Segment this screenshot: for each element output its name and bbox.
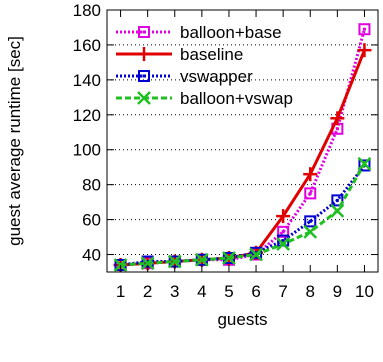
- data-point: [194, 252, 209, 267]
- data-point: [276, 209, 291, 224]
- x-tick-label: 10: [355, 282, 374, 301]
- legend-label: vswapper: [180, 67, 253, 86]
- marker-stroke: [194, 252, 209, 267]
- y-tick-label: 100: [73, 141, 101, 160]
- data-point: [304, 187, 317, 200]
- data-point: [303, 167, 318, 182]
- marker-stroke: [357, 156, 372, 171]
- legend: balloon+base baseline vswapper balloon+vswa…: [116, 23, 293, 108]
- x-tick-label: 3: [170, 282, 179, 301]
- marker-stroke: [167, 254, 182, 269]
- series-line: [120, 162, 366, 267]
- y-tick-label: 60: [82, 211, 101, 230]
- data-point: [303, 224, 318, 239]
- data-point: [331, 194, 344, 207]
- y-tick-label: 120: [73, 106, 101, 125]
- marker-square: [138, 70, 150, 82]
- data-point: [249, 247, 263, 262]
- y-tick-label: 80: [82, 176, 101, 195]
- data-point: [330, 111, 345, 126]
- marker-stroke: [330, 203, 345, 218]
- legend-label: balloon+base: [180, 23, 282, 42]
- marker-square: [304, 187, 317, 200]
- data-point: [357, 43, 372, 58]
- marker-dot: [335, 198, 339, 202]
- marker-dot: [362, 27, 366, 31]
- marker-dot: [335, 127, 339, 131]
- data-point: [357, 156, 372, 171]
- marker-square: [304, 215, 317, 228]
- axes: 40 60 80 100 120 140 160 180 1 2 3 4 5 6 7 8 9 10: [73, 1, 379, 301]
- plot-frame: [106, 9, 379, 273]
- marker-square: [138, 26, 150, 38]
- x-tick-label: 9: [333, 282, 342, 301]
- marker-dot: [142, 74, 146, 78]
- marker-stroke: [222, 251, 236, 265]
- legend-marker: [137, 91, 151, 105]
- y-tick-label: 160: [73, 36, 101, 55]
- legend-marker: [138, 26, 150, 38]
- x-tick-label: 1: [116, 282, 125, 301]
- marker-stroke: [276, 237, 291, 251]
- marker-dot: [308, 191, 312, 195]
- legend-entry: baseline: [116, 45, 243, 64]
- marker-square: [250, 246, 263, 259]
- marker-dot: [308, 219, 312, 223]
- data-point: [358, 23, 371, 36]
- legend-entry: balloon+vswap: [116, 89, 293, 108]
- legend-marker: [137, 47, 151, 61]
- x-tick-label: 5: [224, 282, 233, 301]
- x-tick-label: 6: [251, 282, 260, 301]
- legend-entry: balloon+base: [116, 23, 282, 42]
- marker-stroke: [137, 91, 151, 105]
- marker-dot: [281, 239, 285, 243]
- data-point: [330, 203, 345, 218]
- marker-square: [331, 194, 344, 207]
- marker-dot: [281, 230, 285, 234]
- marker-stroke: [140, 256, 155, 271]
- y-tick-label: 40: [82, 246, 101, 265]
- x-tick-label: 8: [306, 282, 315, 301]
- legend-label: baseline: [180, 45, 243, 64]
- x-tick-label: 7: [278, 282, 287, 301]
- y-tick-label: 180: [73, 1, 101, 20]
- marker-square: [277, 225, 290, 238]
- data-point: [304, 215, 317, 228]
- data-point: [167, 254, 182, 269]
- marker-dot: [142, 30, 146, 34]
- marker-square: [358, 159, 371, 172]
- y-tick-label: 140: [73, 71, 101, 90]
- marker-square: [358, 23, 371, 36]
- y-axis-title: guest average runtime [sec]: [5, 36, 24, 246]
- legend-marker: [138, 70, 150, 82]
- x-tick-label: 2: [143, 282, 152, 301]
- legend-entry: vswapper: [116, 67, 253, 86]
- data-point: [276, 237, 291, 251]
- x-tick-label: 4: [197, 282, 206, 301]
- data-point: [222, 251, 236, 265]
- x-axis-title: guests: [217, 310, 267, 329]
- marker-stroke: [303, 224, 318, 239]
- marker-stroke: [249, 247, 263, 262]
- data-point: [277, 225, 290, 238]
- legend-label: balloon+vswap: [180, 89, 293, 108]
- data-point: [140, 256, 155, 271]
